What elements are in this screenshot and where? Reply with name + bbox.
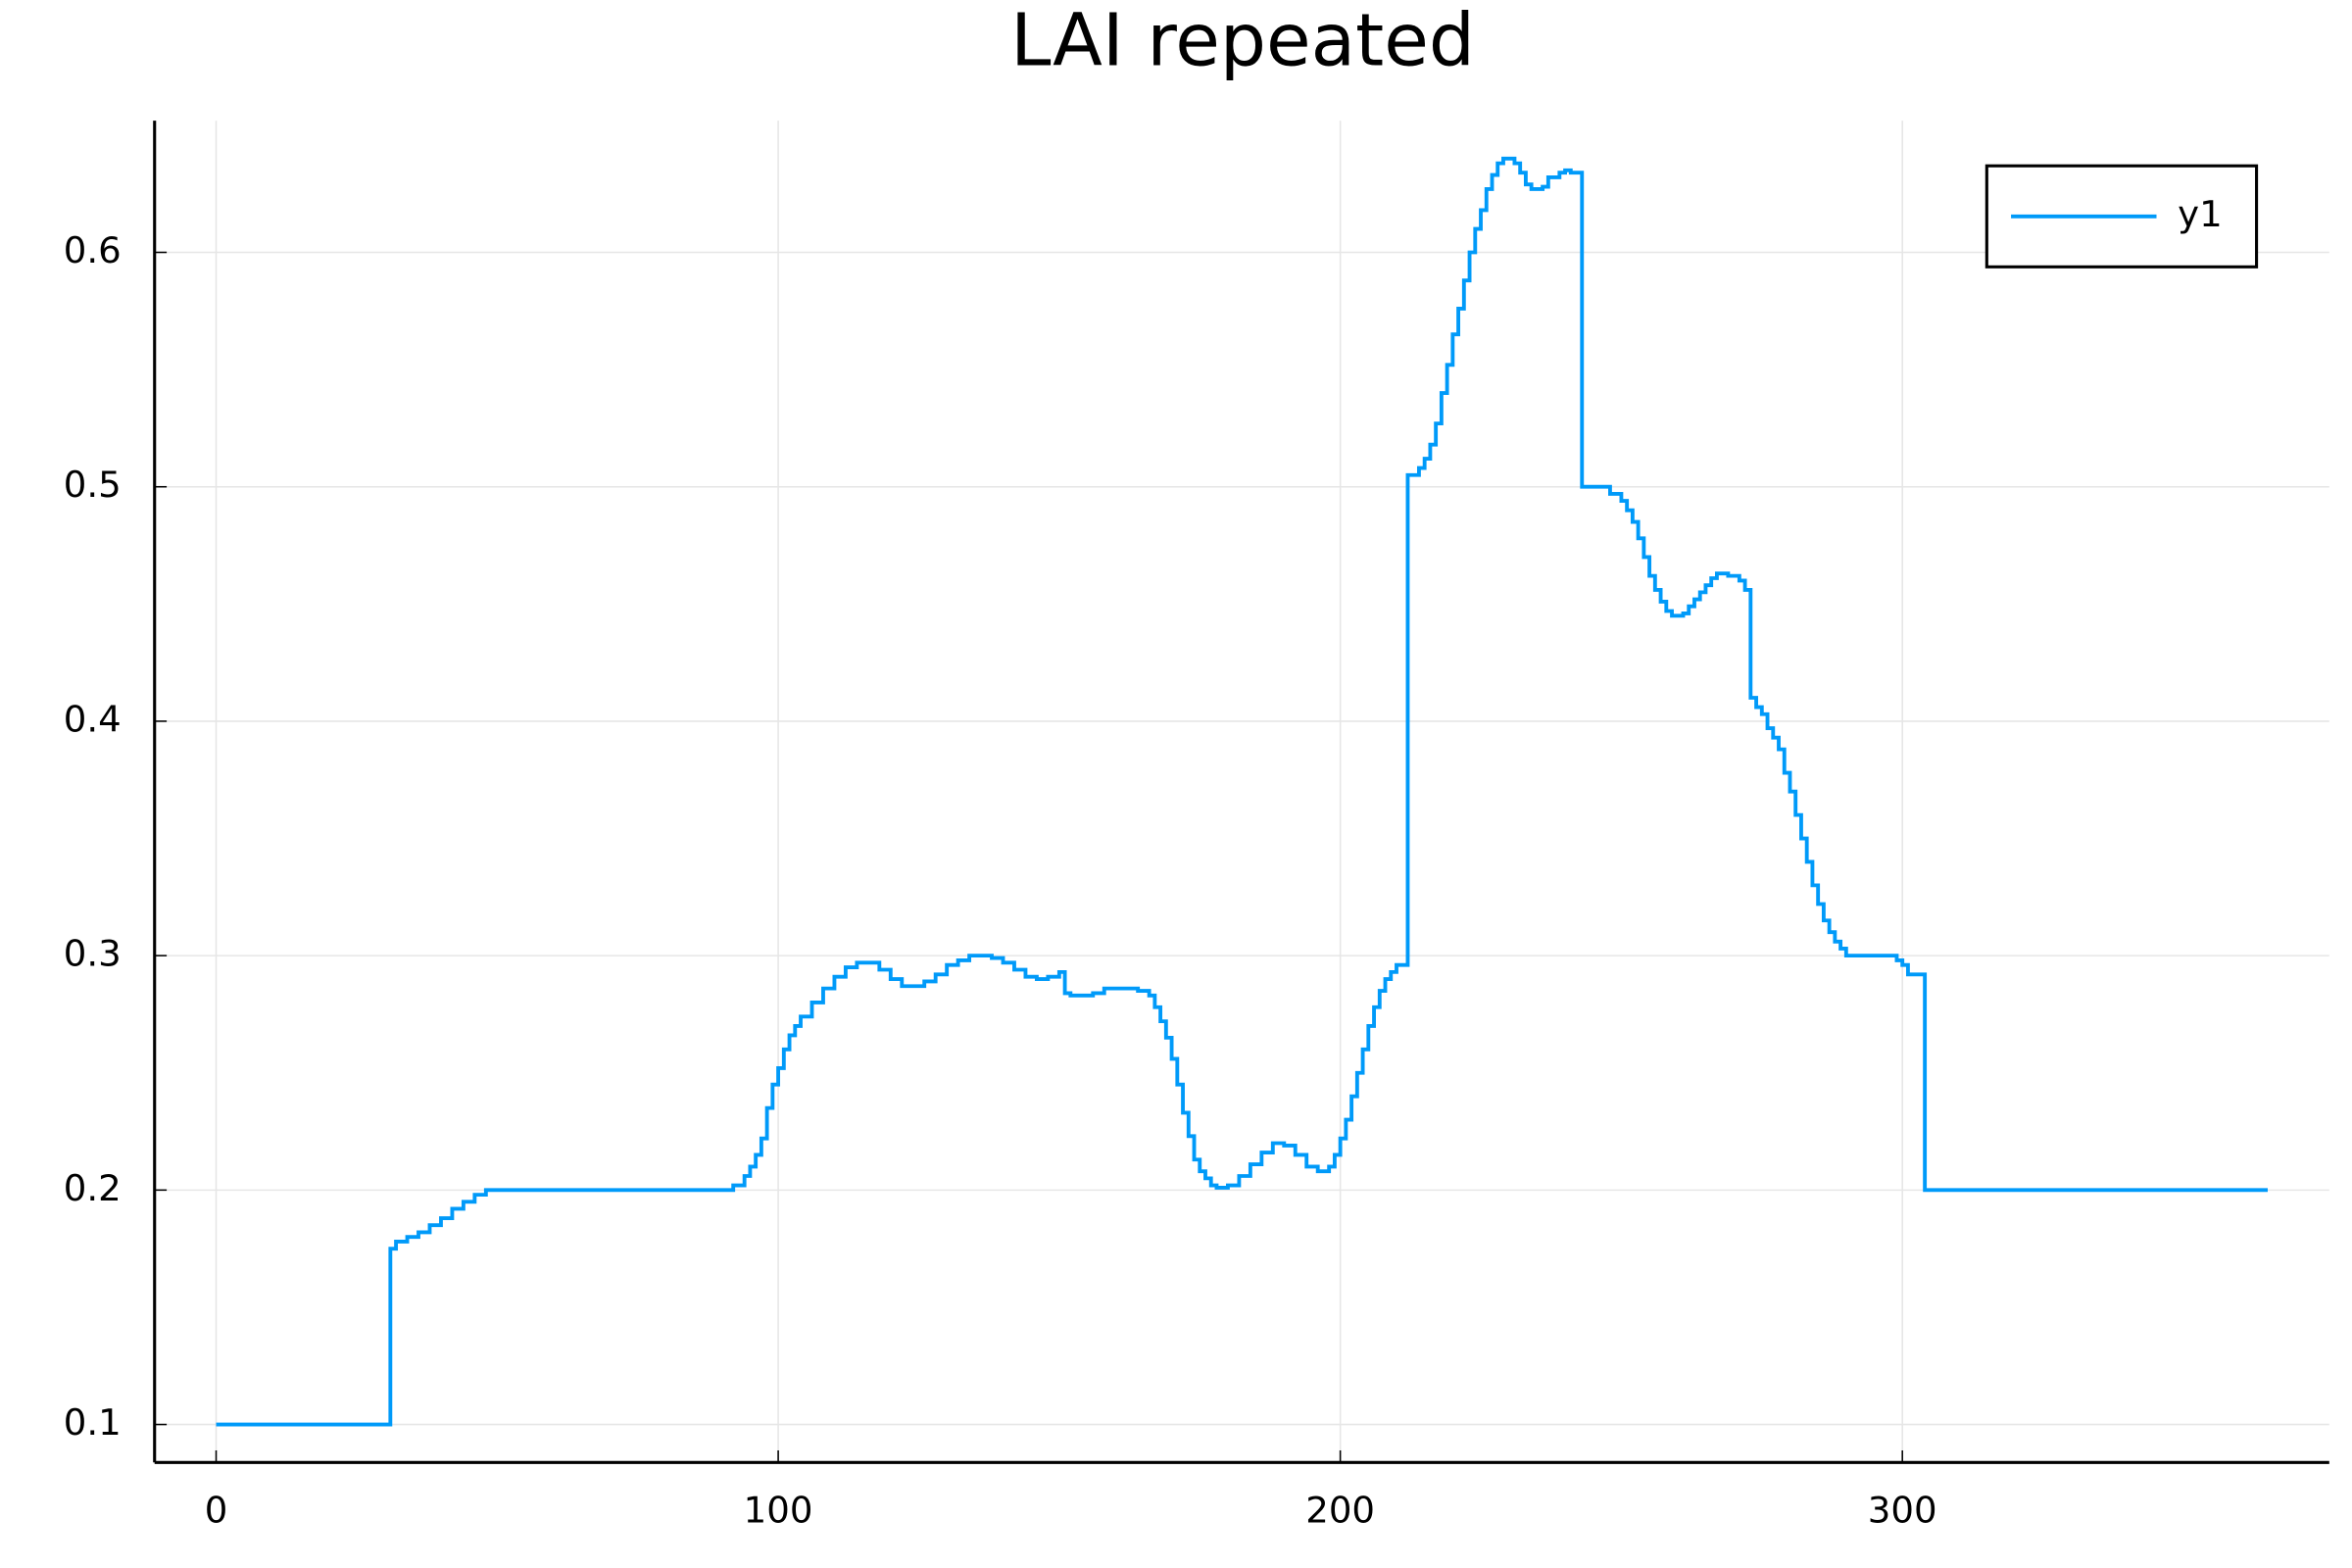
x-tick-label: 100 [744,1490,813,1532]
x-tick-label: 200 [1305,1490,1375,1532]
line-series [216,156,2269,1427]
y-tick-label: 0.3 [64,933,122,975]
chart-title: LAI repeated [1010,0,1475,83]
y-tick-label: 0.4 [64,698,122,740]
y-tick-label: 0.6 [64,229,122,271]
x-tick-label: 300 [1868,1490,1937,1532]
x-tick-label: 0 [205,1490,228,1532]
y-tick-label: 0.1 [64,1401,122,1444]
y-tick-label: 0.5 [64,464,122,506]
legend-label: y1 [2178,193,2223,235]
y-tick-label: 0.2 [64,1167,122,1209]
